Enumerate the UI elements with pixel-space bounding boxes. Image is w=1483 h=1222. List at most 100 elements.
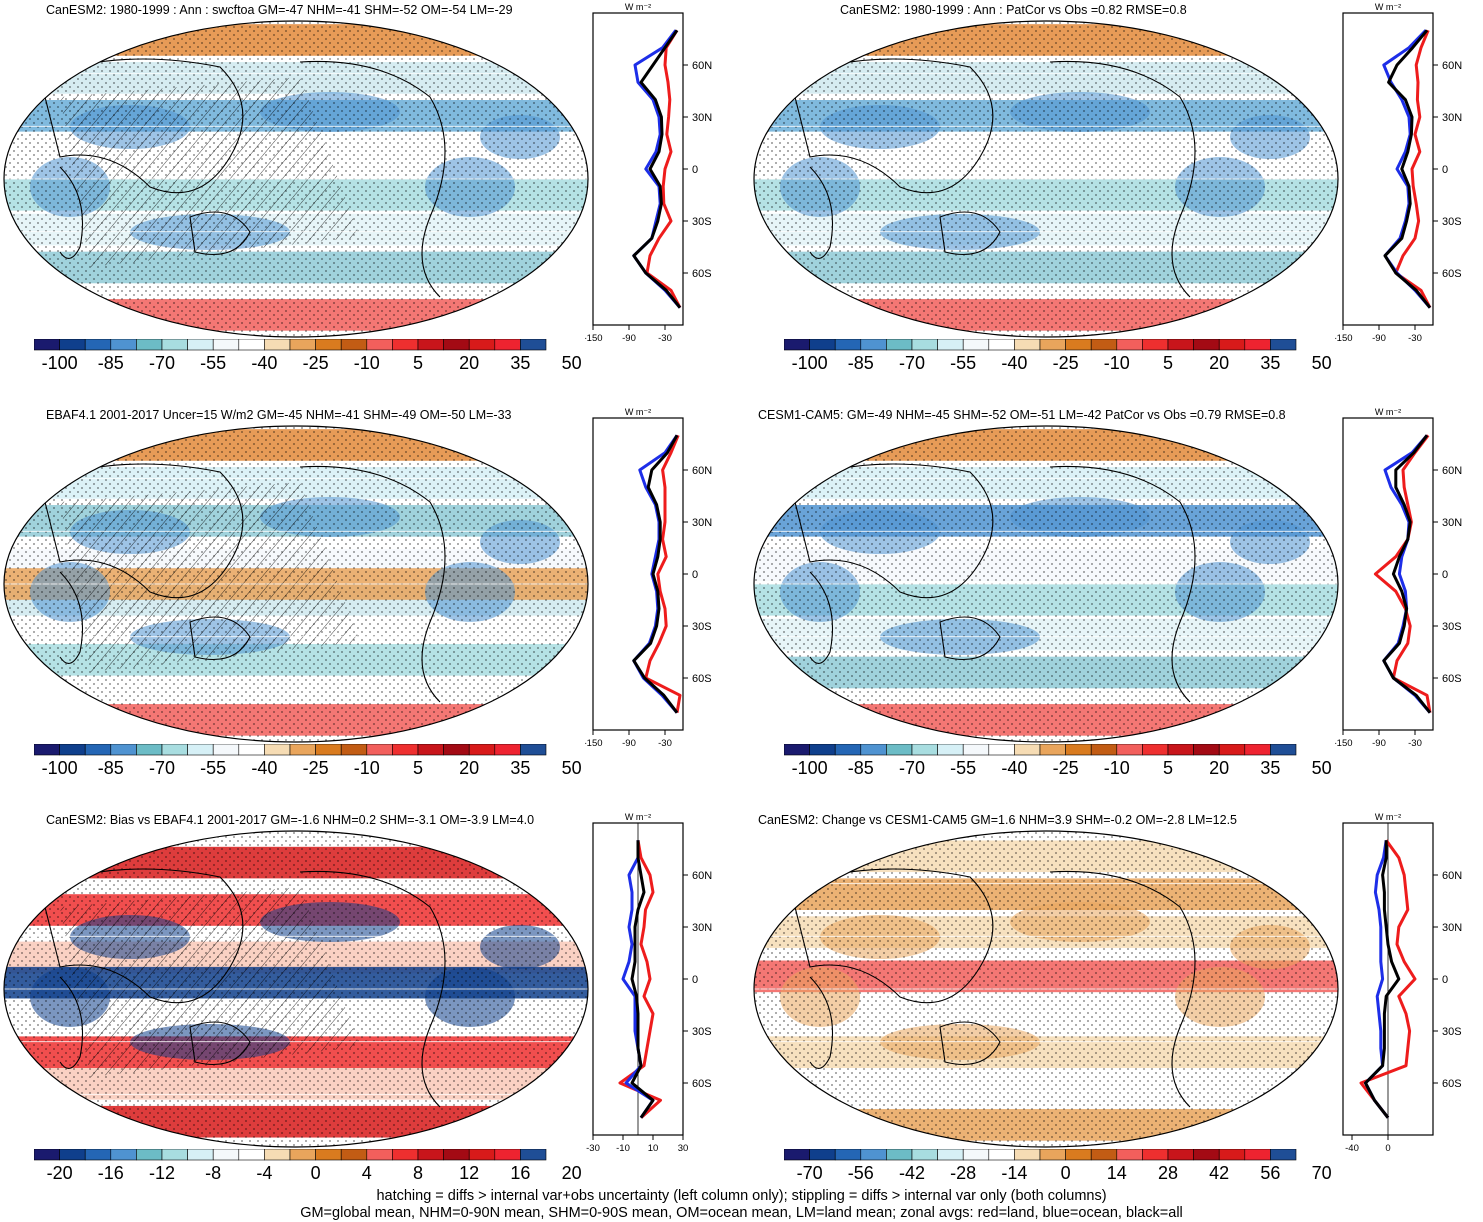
colorbar-tick-label: -55: [950, 758, 977, 778]
colorbar-swatch: [911, 339, 938, 351]
colorbar-tick-label: 5: [412, 353, 423, 373]
zonal-x-tick-label: -90: [622, 333, 636, 344]
zonal-mean-plot: W m⁻² 60N 30N 0 30S 60S -150 -90 -30: [585, 408, 712, 749]
colorbar-swatch: [494, 1149, 521, 1161]
colorbar-swatch: [59, 1149, 86, 1161]
colorbar-tick-label: 20: [1209, 353, 1230, 373]
colorbar-tick-label: -56: [847, 1163, 874, 1183]
colorbar-swatch: [937, 744, 964, 756]
colorbar-swatch: [886, 744, 913, 756]
panel-p4: CESM1-CAM5: GM=-49 NHM=-45 SHM=-52 OM=-5…: [750, 405, 1483, 805]
zonal-line-land: [644, 434, 682, 713]
colorbar-swatch: [1014, 744, 1041, 756]
lat-tick-label: 60S: [1442, 1078, 1462, 1090]
colorbar-swatch: [264, 1149, 291, 1161]
coastline: [789, 463, 1196, 703]
colorbar-swatch: [417, 339, 444, 351]
colorbar-swatch: [860, 339, 887, 351]
lat-tick-label: 30S: [1442, 621, 1462, 633]
lat-tick-label: 0: [1442, 974, 1448, 986]
colorbar-swatch: [187, 339, 214, 351]
colorbar-swatch: [860, 744, 887, 756]
lat-tick-label: 30N: [692, 922, 712, 934]
panel-title: CanESM2: Change vs CESM1-CAM5 GM=1.6 NHM…: [758, 813, 1238, 827]
colorbar-swatch: [937, 1149, 964, 1161]
colorbar-swatch: [161, 339, 188, 351]
panel-p5: CanESM2: Bias vs EBAF4.1 2001-2017 GM=-1…: [0, 810, 740, 1210]
colorbar-tick-label: -100: [791, 758, 828, 778]
colorbar-tick-label: 20: [561, 1163, 582, 1183]
colorbar-tick-label: -28: [950, 1163, 977, 1183]
colorbar-swatch: [340, 1149, 368, 1161]
colorbar-swatch: [34, 744, 60, 756]
colorbar-tick-label: 35: [1260, 353, 1281, 373]
zonal-line-all: [630, 840, 655, 1119]
zonal-x-tick-label: -90: [1372, 333, 1386, 344]
colorbar-swatch: [520, 1149, 547, 1161]
colorbar-swatch: [1193, 339, 1220, 351]
colorbar-swatch: [860, 1149, 887, 1161]
colorbar-tick-label: 8: [412, 1163, 423, 1183]
lat-tick-label: 60N: [692, 60, 712, 72]
zonal-mean-plot: W m⁻² 60N 30N 0 30S 60S -40 0: [1342, 813, 1462, 1154]
lat-tick-label: 60N: [1442, 465, 1462, 477]
colorbar-tick-label: -25: [1052, 758, 1079, 778]
colorbar-swatch: [392, 1149, 419, 1161]
colorbar-swatch: [911, 744, 938, 756]
colorbar-tick-label: 5: [412, 758, 423, 778]
colorbar-swatch: [84, 339, 112, 351]
lat-tick-label: 60N: [692, 465, 712, 477]
lat-tick-label: 30S: [692, 621, 712, 633]
zonal-line-land: [1394, 29, 1432, 309]
colorbar-swatch: [289, 744, 316, 756]
zonal-line-all: [632, 29, 682, 309]
zonal-units-label: W m⁻²: [1375, 3, 1401, 12]
zonal-units-label: W m⁻²: [1375, 408, 1401, 417]
zonal-x-tick-label: -90: [1372, 738, 1386, 749]
zonal-x-tick-label: -150: [1335, 738, 1353, 749]
colorbar-tick-label: 0: [1060, 1163, 1071, 1183]
zonal-x-tick-label: -150: [585, 738, 603, 749]
colorbar-tick-label: 50: [561, 758, 582, 778]
zonal-line-all: [1364, 840, 1401, 1119]
colorbar: [784, 744, 1297, 756]
lat-tick-label: 60N: [1442, 870, 1462, 882]
colorbar-swatch: [520, 744, 547, 756]
colorbar-tick-label: 5: [1162, 353, 1173, 373]
panel-p6: CanESM2: Change vs CESM1-CAM5 GM=1.6 NHM…: [750, 810, 1483, 1210]
zonal-x-tick-label: -30: [658, 333, 672, 344]
colorbar-tick-label: 42: [1209, 1163, 1230, 1183]
colorbar-swatch: [443, 1149, 470, 1161]
colorbar-swatch: [212, 339, 240, 351]
lat-tick-label: 30S: [692, 1026, 712, 1038]
colorbar-swatch: [886, 339, 913, 351]
lat-tick-label: 60S: [692, 1078, 712, 1090]
colorbar-tick-label: -16: [97, 1163, 124, 1183]
colorbar-swatch: [1116, 744, 1143, 756]
colorbar-tick-label: 70: [1311, 1163, 1332, 1183]
panel-p3: EBAF4.1 2001-2017 Uncer=15 W/m2 GM=-45 N…: [0, 405, 740, 805]
coastline: [789, 58, 1196, 298]
colorbar-tick-label: -10: [1103, 353, 1130, 373]
colorbar-swatch: [1039, 744, 1066, 756]
zonal-x-tick-label: -150: [585, 333, 603, 344]
colorbar-swatch: [84, 1149, 112, 1161]
colorbar-swatch: [1244, 1149, 1271, 1161]
map-hatching: [60, 482, 360, 672]
colorbar-swatch: [238, 339, 265, 351]
lat-tick-label: 60S: [1442, 673, 1462, 685]
colorbar-tick-label: 4: [361, 1163, 372, 1183]
colorbar-swatch: [315, 339, 342, 351]
zonal-x-tick-label: -30: [586, 1143, 600, 1154]
lat-tick-label: 30N: [1442, 922, 1462, 934]
colorbar-swatch: [1270, 744, 1297, 756]
colorbar-tick-label: -42: [898, 1163, 925, 1183]
zonal-line-all: [632, 434, 679, 714]
colorbar-tick-label: 5: [1162, 758, 1173, 778]
colorbar-swatch: [1167, 339, 1194, 351]
colorbar-swatch: [238, 744, 265, 756]
colorbar-swatch: [1244, 339, 1271, 351]
lat-tick-label: 60S: [1442, 268, 1462, 280]
colorbar-swatch: [443, 744, 470, 756]
colorbar-swatch: [289, 1149, 316, 1161]
